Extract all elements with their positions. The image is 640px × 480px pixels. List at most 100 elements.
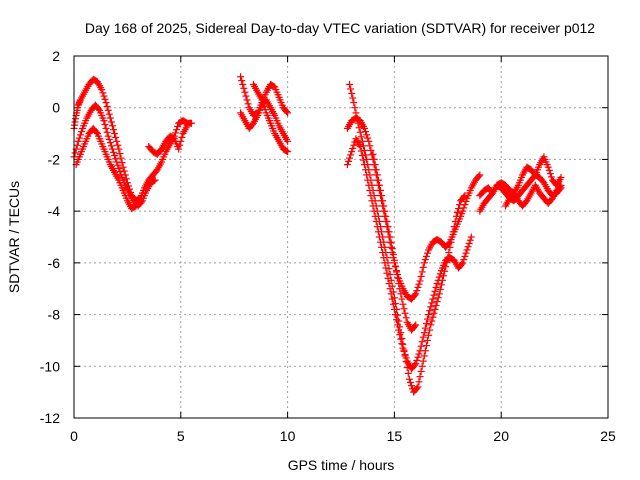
data-point bbox=[367, 176, 375, 184]
data-point bbox=[183, 122, 191, 130]
data-point bbox=[438, 276, 446, 284]
data-point bbox=[102, 124, 110, 132]
data-point bbox=[372, 202, 380, 210]
y-tick-label: -12 bbox=[40, 410, 60, 426]
data-point bbox=[434, 294, 442, 302]
data-point bbox=[429, 295, 437, 303]
data-point bbox=[117, 154, 125, 162]
data-point bbox=[417, 272, 425, 280]
data-point bbox=[398, 334, 406, 342]
data-point bbox=[377, 186, 385, 194]
data-point bbox=[417, 367, 425, 375]
data-point bbox=[395, 317, 403, 325]
data-point bbox=[429, 313, 437, 321]
data-point bbox=[430, 309, 438, 317]
data-point bbox=[442, 263, 450, 271]
data-point bbox=[73, 141, 81, 149]
data-point bbox=[174, 122, 182, 130]
data-point bbox=[151, 176, 159, 184]
data-point bbox=[459, 207, 467, 215]
data-point bbox=[371, 161, 379, 169]
data-point bbox=[346, 154, 354, 162]
data-point bbox=[122, 175, 130, 183]
data-point bbox=[419, 357, 427, 365]
data-point bbox=[460, 193, 468, 201]
y-tick-label: -6 bbox=[48, 255, 61, 271]
data-point bbox=[426, 326, 434, 334]
data-point bbox=[444, 254, 452, 262]
data-point bbox=[415, 350, 423, 358]
data-point bbox=[370, 192, 378, 200]
x-axis-label: GPS time / hours bbox=[288, 457, 395, 473]
y-axis-label: SDTVAR / TECUs bbox=[6, 181, 22, 293]
data-point bbox=[242, 92, 250, 100]
data-point bbox=[356, 143, 364, 150]
data-point bbox=[412, 321, 420, 329]
data-point bbox=[363, 155, 371, 163]
data-point bbox=[101, 121, 109, 129]
data-point bbox=[76, 131, 84, 139]
data-point bbox=[418, 268, 426, 276]
data-point bbox=[397, 329, 405, 337]
data-point bbox=[394, 274, 402, 282]
data-point bbox=[446, 243, 454, 251]
data-point bbox=[448, 233, 456, 241]
data-point bbox=[476, 171, 484, 179]
data-point bbox=[359, 156, 367, 164]
data-point bbox=[399, 340, 407, 348]
data-point bbox=[364, 161, 372, 169]
data-point bbox=[459, 259, 467, 267]
data-point bbox=[435, 273, 443, 281]
data-point bbox=[175, 145, 183, 153]
data-point bbox=[283, 108, 291, 116]
data-point bbox=[464, 243, 472, 251]
data-point bbox=[424, 249, 432, 257]
data-point bbox=[466, 236, 474, 244]
data-point bbox=[463, 246, 471, 254]
data-point bbox=[412, 290, 420, 298]
data-point bbox=[178, 133, 186, 141]
data-point bbox=[243, 96, 251, 104]
data-point bbox=[452, 212, 460, 220]
data-point bbox=[461, 252, 469, 260]
data-point bbox=[378, 228, 386, 236]
data-point bbox=[100, 92, 108, 100]
data-point bbox=[389, 288, 397, 296]
data-point bbox=[421, 347, 429, 355]
data-point bbox=[350, 141, 358, 149]
data-point bbox=[431, 287, 439, 295]
data-point bbox=[284, 137, 292, 145]
data-point bbox=[407, 382, 415, 390]
data-point bbox=[351, 104, 359, 112]
data-point bbox=[107, 118, 115, 126]
data-point bbox=[440, 272, 448, 280]
data-point bbox=[98, 86, 106, 94]
data-point bbox=[424, 336, 432, 344]
data-point bbox=[386, 270, 394, 278]
data-point bbox=[456, 201, 464, 209]
data-point bbox=[400, 346, 408, 354]
data-point bbox=[447, 238, 455, 246]
data-point bbox=[467, 233, 475, 241]
data-point bbox=[386, 233, 394, 241]
data-point bbox=[419, 263, 427, 271]
data-point bbox=[403, 364, 411, 372]
data-point bbox=[349, 94, 357, 102]
data-point bbox=[416, 277, 424, 285]
data-point bbox=[385, 228, 393, 236]
data-point bbox=[105, 135, 113, 143]
data-point bbox=[389, 250, 397, 258]
data-point bbox=[393, 268, 401, 276]
data-point bbox=[132, 202, 140, 210]
data-point bbox=[393, 305, 401, 313]
data-point bbox=[413, 384, 421, 392]
x-tick-label: 5 bbox=[177, 428, 185, 444]
data-point bbox=[105, 110, 113, 118]
data-point bbox=[366, 171, 374, 179]
data-point bbox=[418, 362, 426, 370]
data-point bbox=[370, 155, 378, 163]
data-point bbox=[120, 167, 128, 175]
data-point bbox=[462, 197, 470, 205]
data-point bbox=[384, 259, 392, 267]
data-point bbox=[414, 353, 422, 361]
